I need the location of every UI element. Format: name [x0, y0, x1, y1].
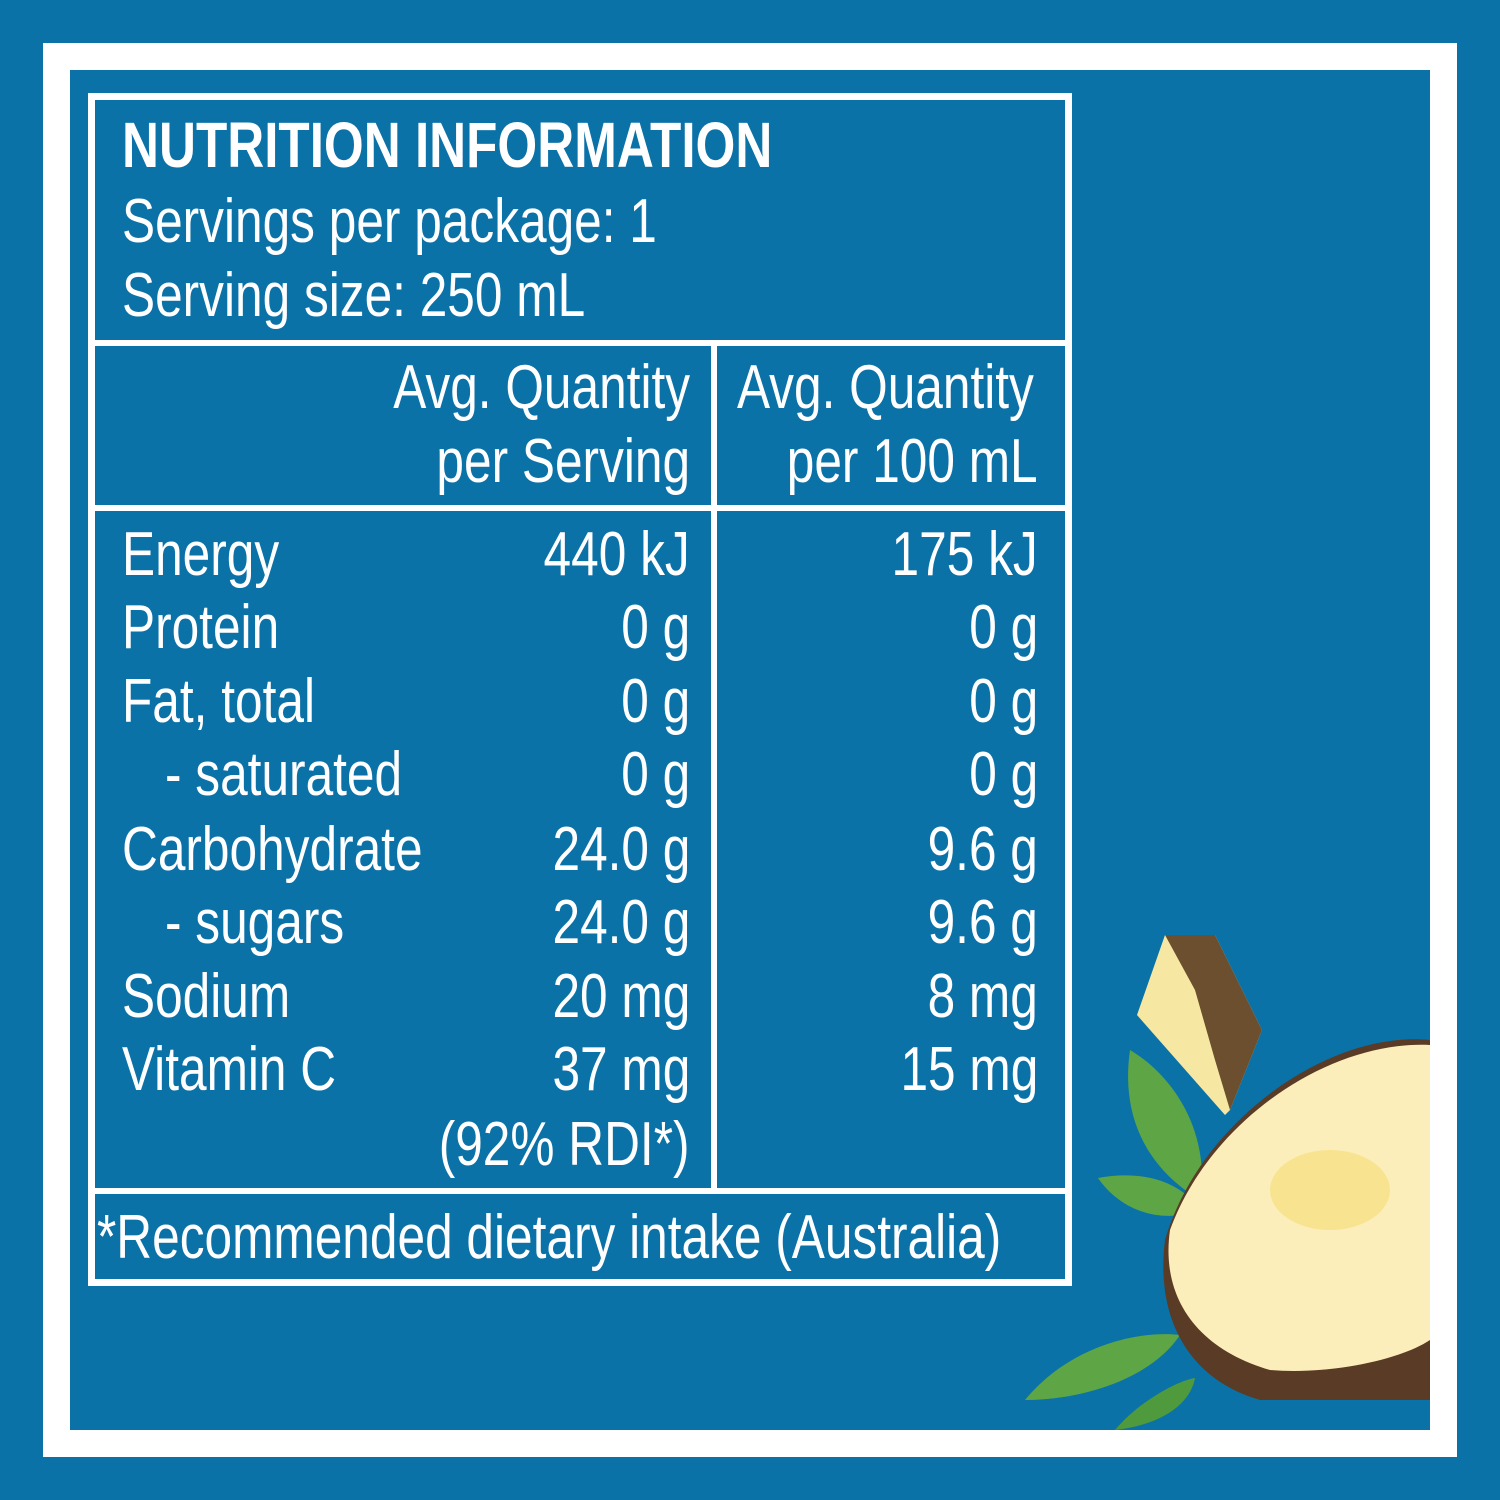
header-per-serving-line1: Avg. Quantity	[393, 353, 690, 422]
row-label: Carbohydrate	[122, 815, 423, 884]
column-divider	[711, 340, 717, 1192]
divider	[88, 1188, 1072, 1194]
row-per-serving: 0 g	[621, 593, 690, 662]
row-per-100ml: 8 mg	[927, 962, 1038, 1031]
row-per-100ml: 9.6 g	[927, 888, 1038, 957]
header-per-100ml-line1: Avg. Quantity	[737, 353, 1034, 422]
pineapple-illustration	[1025, 935, 1430, 1430]
pineapple-chunk-skin	[1165, 935, 1262, 1110]
row-per-100ml: 15 mg	[900, 1035, 1038, 1104]
row-per-100ml: 0 g	[969, 667, 1038, 736]
leaf	[1025, 1334, 1180, 1400]
row-label: Protein	[122, 593, 280, 662]
serving-size: Serving size: 250 mL	[122, 261, 586, 330]
row-label: Fat, total	[122, 667, 315, 736]
row-per-serving: 24.0 g	[552, 815, 690, 884]
servings-per-package: Servings per package: 1	[122, 187, 657, 256]
header-per-serving-line2: per Serving	[436, 427, 690, 496]
row-per-serving: 0 g	[621, 667, 690, 736]
row-per-100ml: 175 kJ	[891, 520, 1038, 589]
row-label: Energy	[122, 520, 280, 589]
divider	[88, 340, 1072, 346]
divider	[88, 505, 1072, 511]
row-per-100ml: 0 g	[969, 740, 1038, 809]
row-per-serving: 440 kJ	[543, 520, 690, 589]
panel	[70, 70, 1430, 1430]
row-per-serving: 37 mg	[552, 1035, 690, 1104]
row-label: Sodium	[122, 962, 291, 1031]
row-label: - sugars	[165, 888, 345, 957]
nutrition-panel	[88, 93, 1072, 1286]
vitamin-c-rdi: (92% RDI*)	[439, 1110, 690, 1179]
row-label: - saturated	[165, 740, 403, 809]
leaf	[1098, 1175, 1200, 1216]
leaf	[1128, 1050, 1202, 1200]
row-per-100ml: 9.6 g	[927, 815, 1038, 884]
footnote: *Recommended dietary intake (Australia)	[97, 1203, 1002, 1272]
leaf	[1115, 1378, 1195, 1430]
row-per-100ml: 0 g	[969, 593, 1038, 662]
row-per-serving: 20 mg	[552, 962, 690, 1031]
header-per-100ml-line2: per 100 mL	[787, 427, 1038, 496]
panel-title: NUTRITION INFORMATION	[122, 109, 773, 181]
row-per-serving: 24.0 g	[552, 888, 690, 957]
row-label: Vitamin C	[122, 1035, 337, 1104]
row-per-serving: 0 g	[621, 740, 690, 809]
